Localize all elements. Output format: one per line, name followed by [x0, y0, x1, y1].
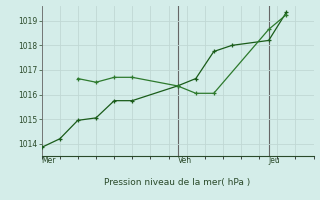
X-axis label: Pression niveau de la mer( hPa ): Pression niveau de la mer( hPa ): [104, 178, 251, 187]
Text: Jeu: Jeu: [269, 156, 280, 165]
Text: Mer: Mer: [42, 156, 56, 165]
Text: Ven: Ven: [178, 156, 192, 165]
